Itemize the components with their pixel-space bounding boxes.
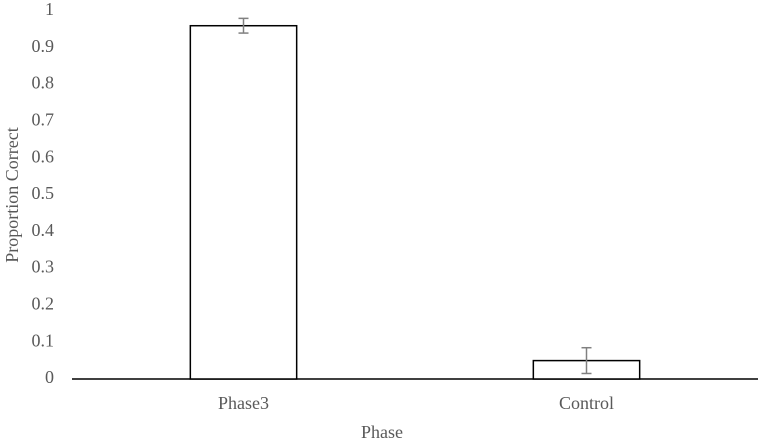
x-tick-label: Phase3 <box>218 393 269 413</box>
y-tick-label: 0.9 <box>32 36 55 56</box>
x-axis-label: Phase <box>361 422 403 442</box>
y-tick-label: 0.7 <box>32 110 55 130</box>
y-tick-label: 0.3 <box>32 257 55 277</box>
y-axis-label: Proportion Correct <box>2 127 22 262</box>
y-tick-label: 1 <box>45 0 54 19</box>
y-tick-label: 0.6 <box>32 146 55 166</box>
y-tick-label: 0.4 <box>32 220 55 240</box>
y-tick-label: 0 <box>45 367 54 387</box>
error-bar <box>581 346 592 375</box>
bar <box>189 24 298 380</box>
y-tick-label: 0.8 <box>32 73 55 93</box>
error-bar <box>238 17 249 34</box>
y-tick-label: 0.2 <box>32 294 55 314</box>
y-tick-label: 0.5 <box>32 183 55 203</box>
y-tick-label: 0.1 <box>32 330 55 350</box>
x-tick-label: Control <box>559 393 614 413</box>
